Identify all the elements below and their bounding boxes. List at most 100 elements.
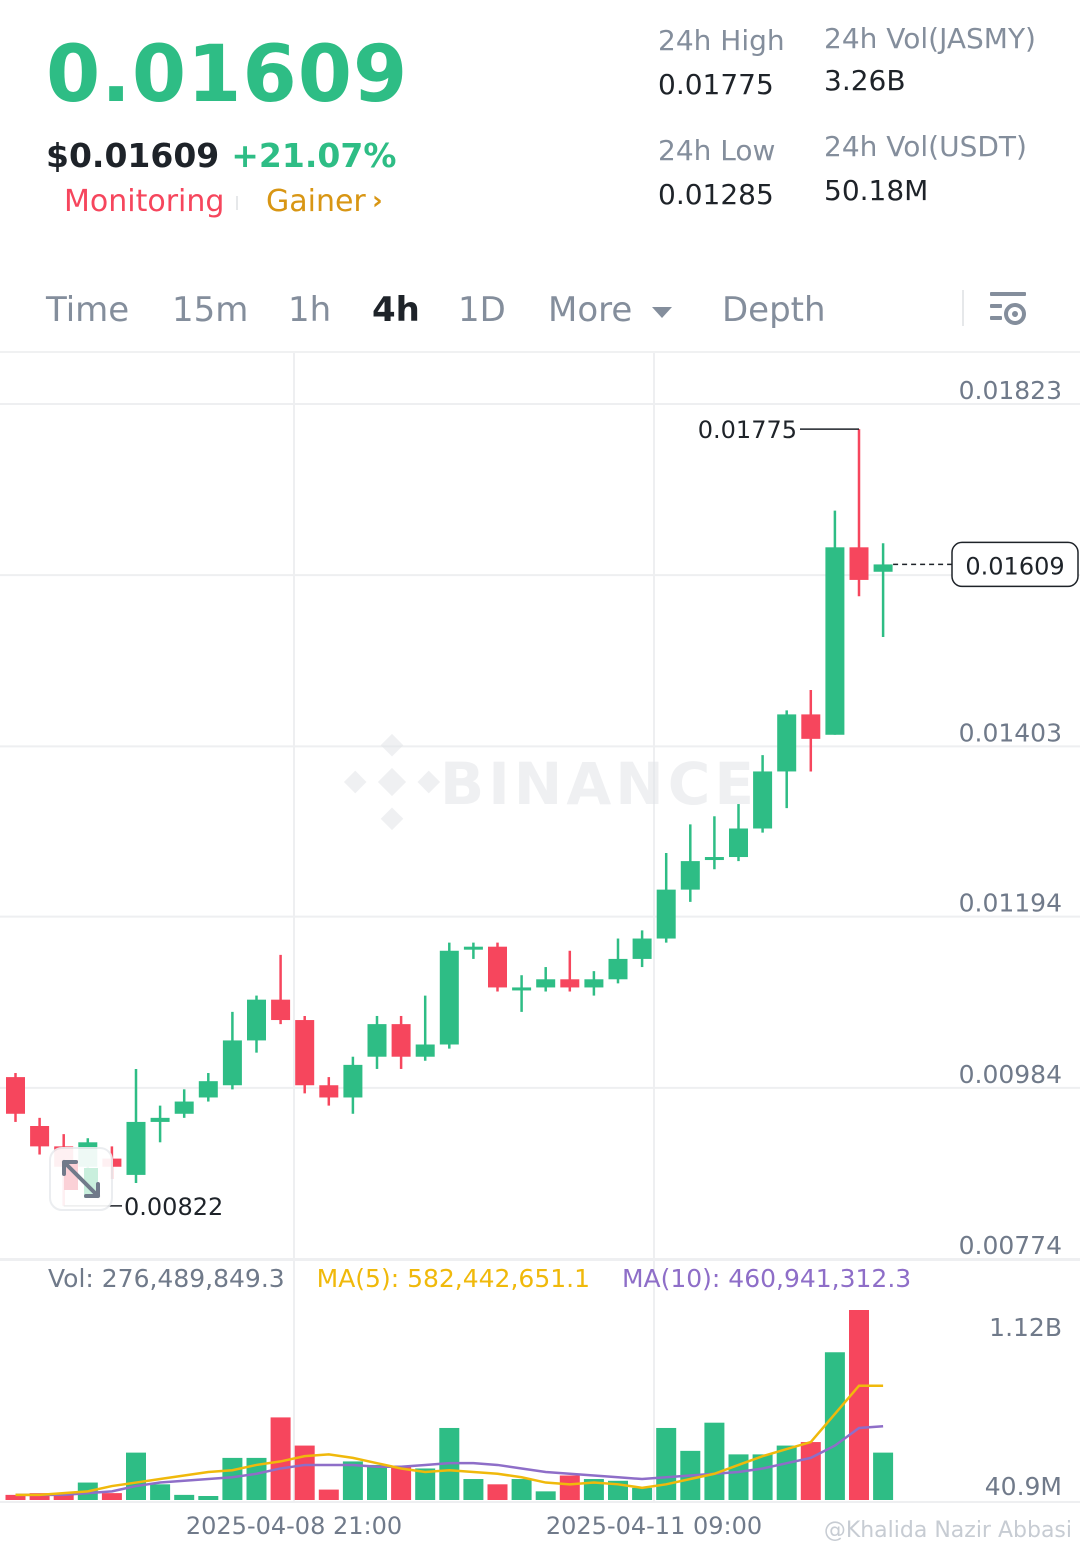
volume-bar bbox=[294, 1445, 315, 1500]
candle-body bbox=[463, 946, 483, 950]
candlestick-chart[interactable]: BINANCE 0.018230.016130.014030.011940.00… bbox=[0, 353, 1080, 1557]
candle-body bbox=[801, 714, 821, 739]
time-tick-label: 2025-04-11 09:00 bbox=[546, 1512, 762, 1540]
tab-more-label: More bbox=[548, 290, 633, 330]
volume-bar bbox=[656, 1427, 677, 1500]
tab-divider bbox=[962, 290, 964, 326]
candle-body bbox=[319, 1085, 339, 1098]
vol-quote-label: 24h Vol(USDT) bbox=[824, 130, 1027, 163]
ma5-value: MA(5): 582,442,651.1 bbox=[316, 1264, 590, 1293]
candle-body bbox=[488, 946, 507, 988]
volume-bar bbox=[29, 1493, 50, 1500]
tab-15m[interactable]: 15m bbox=[172, 290, 249, 330]
gainer-tag[interactable]: Gainer bbox=[266, 184, 366, 219]
volume-bar bbox=[391, 1466, 412, 1500]
ma10-line bbox=[15, 1424, 884, 1497]
candle-body bbox=[560, 979, 580, 988]
candle-body bbox=[536, 979, 556, 988]
candle-body bbox=[632, 938, 652, 959]
chart-settings-icon[interactable] bbox=[988, 290, 1028, 330]
tab-1d[interactable]: 1D bbox=[458, 290, 506, 330]
price-tick-label: 0.00774 bbox=[959, 1231, 1062, 1260]
candle-body bbox=[608, 958, 628, 980]
price-gridlines bbox=[0, 403, 1080, 1260]
caret-down-icon bbox=[652, 306, 673, 318]
volume-bar bbox=[632, 1487, 653, 1500]
candle-body bbox=[680, 861, 700, 890]
volume-bar bbox=[752, 1454, 773, 1500]
volume-bar bbox=[776, 1445, 797, 1500]
candle-body bbox=[198, 1081, 218, 1098]
tab-4h[interactable]: 4h bbox=[372, 290, 420, 330]
change-percent: +21.07% bbox=[231, 136, 397, 175]
ma5-line bbox=[15, 1384, 884, 1497]
usd-price-line: $0.01609 +21.07% bbox=[46, 136, 396, 175]
time-axis: 2025-04-08 21:00 2025-04-11 09:00 bbox=[186, 1512, 762, 1540]
low-value: 0.01285 bbox=[658, 178, 774, 211]
interval-tabs: Time 15m 1h 4h 1D More Depth bbox=[0, 280, 1080, 344]
monitoring-tag[interactable]: Monitoring bbox=[64, 184, 225, 219]
volume-bar bbox=[583, 1479, 604, 1500]
candle-body bbox=[367, 1024, 387, 1057]
price-axis: 0.018230.016130.014030.011940.009840.007… bbox=[959, 376, 1062, 1260]
candle-body bbox=[391, 1024, 411, 1057]
chevron-right-icon[interactable]: › bbox=[372, 186, 383, 216]
volume-tick-label: 1.12B bbox=[989, 1313, 1062, 1342]
candle-body bbox=[150, 1117, 170, 1122]
candle-body bbox=[753, 771, 773, 829]
volume-bars bbox=[5, 1310, 894, 1500]
candle-body bbox=[873, 564, 893, 572]
tab-time[interactable]: Time bbox=[46, 290, 130, 330]
volume-bar bbox=[535, 1491, 556, 1500]
low-label: 24h Low bbox=[658, 134, 776, 167]
candle-body bbox=[849, 547, 869, 580]
volume-bar bbox=[150, 1484, 171, 1500]
volume-bar bbox=[824, 1352, 845, 1500]
ma10-value: MA(10): 460,941,312.3 bbox=[621, 1264, 912, 1293]
high-marker-label: 0.01775 bbox=[698, 416, 797, 444]
volume-bar bbox=[198, 1496, 219, 1500]
candle-body bbox=[729, 828, 748, 858]
price-tick-label: 0.00984 bbox=[959, 1060, 1062, 1089]
candle-body bbox=[295, 1020, 315, 1086]
volume-bar bbox=[53, 1494, 74, 1500]
candle-body bbox=[222, 1040, 242, 1086]
high-label: 24h High bbox=[658, 24, 785, 57]
price-markers: 0.01775 0.00822 0.01609 bbox=[63, 416, 1079, 1221]
vol-quote-value: 50.18M bbox=[824, 174, 929, 207]
candle-body bbox=[439, 950, 459, 1045]
volume-value: Vol: 276,489,849.3 bbox=[48, 1264, 285, 1293]
volume-bar bbox=[318, 1489, 339, 1500]
tag-separator bbox=[236, 196, 238, 210]
volume-bar bbox=[415, 1468, 436, 1500]
chart-grid bbox=[0, 353, 1080, 1503]
tab-1h[interactable]: 1h bbox=[288, 290, 332, 330]
price-tick-label: 0.01403 bbox=[959, 718, 1062, 747]
watermark-text: BINANCE bbox=[440, 750, 758, 818]
tab-depth[interactable]: Depth bbox=[722, 290, 826, 330]
volume-bar bbox=[559, 1475, 580, 1500]
volume-bar bbox=[487, 1484, 508, 1500]
candle-body bbox=[174, 1101, 194, 1114]
volume-bar bbox=[873, 1452, 894, 1500]
candles bbox=[6, 429, 893, 1206]
current-price-box bbox=[951, 541, 1079, 588]
candle-body bbox=[512, 987, 532, 991]
volume-bar bbox=[463, 1479, 484, 1500]
expand-chart-icon[interactable] bbox=[49, 1147, 113, 1211]
current-price-label: 0.01609 bbox=[965, 552, 1064, 580]
low-marker-label: 0.00822 bbox=[124, 1193, 223, 1221]
candle-body bbox=[271, 999, 291, 1021]
tab-more[interactable]: More bbox=[548, 290, 673, 330]
candle-body bbox=[247, 999, 266, 1041]
volume-bar bbox=[367, 1464, 387, 1500]
candle-body bbox=[415, 1044, 435, 1057]
volume-bar bbox=[511, 1479, 532, 1500]
volume-axis: 1.12B 40.9M bbox=[985, 1313, 1062, 1501]
candle-body bbox=[6, 1077, 25, 1114]
volume-bar bbox=[5, 1494, 26, 1500]
candle-body bbox=[30, 1126, 50, 1147]
volume-bar bbox=[246, 1457, 267, 1500]
last-price: 0.01609 bbox=[46, 30, 409, 120]
time-tick-label: 2025-04-08 21:00 bbox=[186, 1512, 402, 1540]
